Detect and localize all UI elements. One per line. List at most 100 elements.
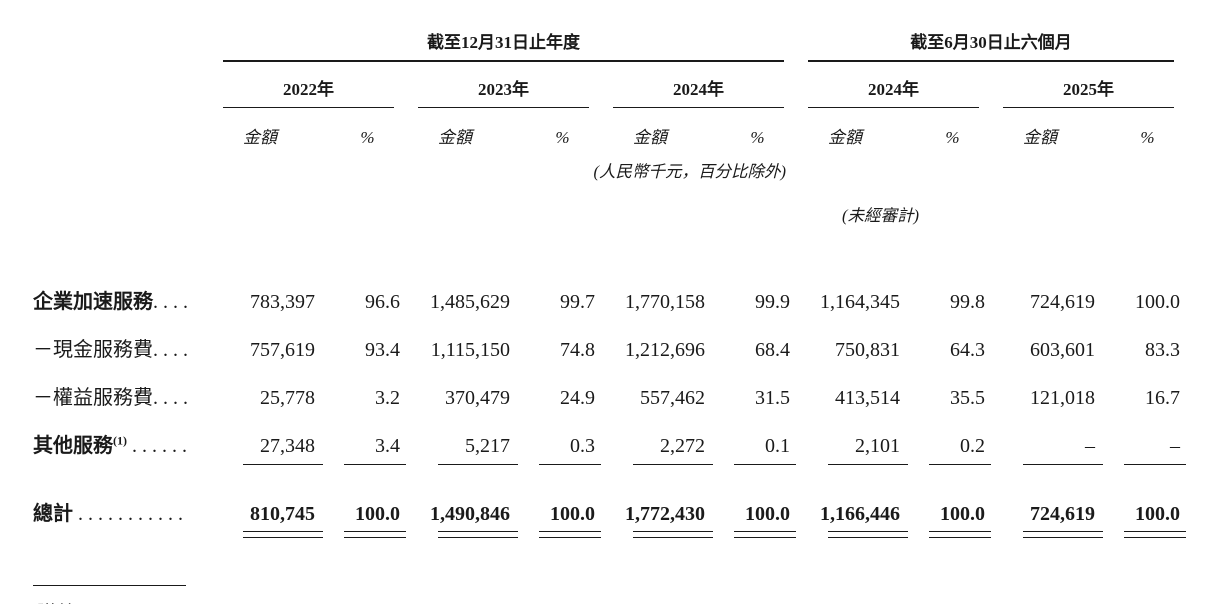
- cell-percent: 99.9: [755, 291, 790, 313]
- amount-percent-header-row: 金額 % 金額 % 金額 % 金額 % 金額 %: [33, 108, 1186, 152]
- cell-percent: 68.4: [755, 339, 790, 361]
- cell-amount: 1,485,629: [430, 291, 510, 313]
- cell-amount: 603,601: [1030, 339, 1095, 361]
- dot-leader: ....: [153, 291, 193, 313]
- amount-header: 金額: [828, 128, 862, 148]
- year-header-2022: 2022年: [223, 80, 394, 108]
- cell-amount: 2,101: [855, 435, 900, 457]
- single-rule: [828, 464, 908, 465]
- year-header-2024-interim: 2024年: [808, 80, 979, 108]
- amount-header: 金額: [438, 128, 472, 148]
- cell-amount: 757,619: [250, 339, 315, 361]
- footnotes-divider: [33, 585, 186, 586]
- table-row-other-services: 其他服務(1) ...... 27,348 3.4 5,217 0.3 2,27…: [33, 410, 1186, 458]
- cell-amount: 750,831: [835, 339, 900, 361]
- cell-percent: 100.0: [1135, 291, 1180, 313]
- cell-amount: 783,397: [250, 291, 315, 313]
- percent-header: %: [750, 128, 765, 148]
- amount-header: 金額: [1023, 128, 1057, 148]
- row-label: －權益服務費: [33, 387, 153, 409]
- single-rule: [243, 464, 323, 465]
- double-rule: [828, 531, 908, 538]
- cell-amount: 121,018: [1030, 387, 1095, 409]
- single-rule: [1124, 464, 1186, 465]
- cell-amount: 724,619: [1030, 291, 1095, 313]
- cell-percent: 64.3: [950, 339, 985, 361]
- cell-percent: 35.5: [950, 387, 985, 409]
- cell-percent: 99.8: [950, 291, 985, 313]
- percent-header: %: [1140, 128, 1155, 148]
- cell-amount: 2,272: [660, 435, 705, 457]
- percent-header: %: [360, 128, 375, 148]
- cell-amount: 1,115,150: [430, 339, 510, 361]
- unaudited-note: (未經審計): [842, 206, 919, 226]
- footnote-marker: (1): [113, 433, 127, 448]
- amount-header: 金額: [243, 128, 277, 148]
- cell-amount: 1,164,345: [820, 291, 900, 313]
- cell-amount: 1,212,696: [625, 339, 705, 361]
- cell-percent: 24.9: [560, 387, 595, 409]
- cell-amount: 27,348: [260, 435, 315, 457]
- cell-percent: 99.7: [560, 291, 595, 313]
- double-rule: [243, 531, 323, 538]
- cell-amount: –: [1085, 435, 1095, 457]
- total-double-rule-row: [33, 526, 1186, 547]
- cell-amount: 724,619: [1030, 503, 1095, 525]
- cell-percent: 0.1: [765, 435, 790, 457]
- year-header-2025-interim: 2025年: [1003, 80, 1174, 108]
- year-header-2023: 2023年: [418, 80, 589, 108]
- cell-amount: 370,479: [445, 387, 510, 409]
- footnotes-heading: 附註：: [33, 598, 1210, 604]
- cell-percent: 100.0: [1135, 503, 1180, 525]
- cell-percent: 96.6: [365, 291, 400, 313]
- period-span-row: 截至12月31日止年度 截至6月30日止六個月: [33, 22, 1186, 62]
- dot-leader: ...........: [78, 503, 188, 525]
- currency-unit-note: (人民幣千元，百分比除外): [593, 162, 787, 182]
- table-row-cash-service-fees: －現金服務費.... 757,619 93.4 1,115,150 74.8 1…: [33, 314, 1186, 362]
- unaudited-note-row: (未經審計): [33, 182, 1186, 226]
- cell-percent: 100.0: [745, 503, 790, 525]
- dot-leader: ......: [132, 435, 192, 457]
- cell-percent: 3.4: [375, 435, 400, 457]
- double-rule: [1023, 531, 1103, 538]
- table-row-equity-service-fees: －權益服務費.... 25,778 3.2 370,479 24.9 557,4…: [33, 362, 1186, 410]
- table-row-enterprise-acceleration: 企業加速服務.... 783,397 96.6 1,485,629 99.7 1…: [33, 266, 1186, 314]
- cell-percent: 100.0: [355, 503, 400, 525]
- percent-header: %: [945, 128, 960, 148]
- cell-percent: 3.2: [375, 387, 400, 409]
- cell-percent: 100.0: [940, 503, 985, 525]
- header-body-spacer: [33, 226, 1186, 266]
- double-rule: [734, 531, 796, 538]
- single-rule: [1023, 464, 1103, 465]
- cell-percent: 16.7: [1145, 387, 1180, 409]
- row-label: 其他服務: [33, 435, 113, 457]
- cell-amount: 810,745: [250, 503, 315, 525]
- row-label: －現金服務費: [33, 339, 153, 361]
- cell-amount: 1,770,158: [625, 291, 705, 313]
- single-rule: [734, 464, 796, 465]
- cell-percent: 31.5: [755, 387, 790, 409]
- revenue-breakdown-table: 截至12月31日止年度 截至6月30日止六個月 2022年 2023年 2024…: [33, 22, 1186, 547]
- double-rule: [438, 531, 518, 538]
- percent-header: %: [555, 128, 570, 148]
- single-rule: [929, 464, 991, 465]
- cell-percent: 0.3: [570, 435, 595, 457]
- double-rule: [344, 531, 406, 538]
- cell-percent: 100.0: [550, 503, 595, 525]
- currency-note-row: (人民幣千元，百分比除外): [33, 152, 1186, 182]
- single-rule: [344, 464, 406, 465]
- interim-period-header: 截至6月30日止六個月: [808, 33, 1174, 62]
- cell-percent: 74.8: [560, 339, 595, 361]
- cell-percent: 93.4: [365, 339, 400, 361]
- year-header-2024: 2024年: [613, 80, 784, 108]
- cell-amount: 1,772,430: [625, 503, 705, 525]
- cell-amount: 25,778: [260, 387, 315, 409]
- dot-leader: ....: [153, 339, 193, 361]
- cell-amount: 1,166,446: [820, 503, 900, 525]
- double-rule: [929, 531, 991, 538]
- cell-percent: 0.2: [960, 435, 985, 457]
- table-row-total: 總計 ........... 810,745 100.0 1,490,846 1…: [33, 478, 1186, 526]
- single-rule: [633, 464, 713, 465]
- double-rule: [1124, 531, 1186, 538]
